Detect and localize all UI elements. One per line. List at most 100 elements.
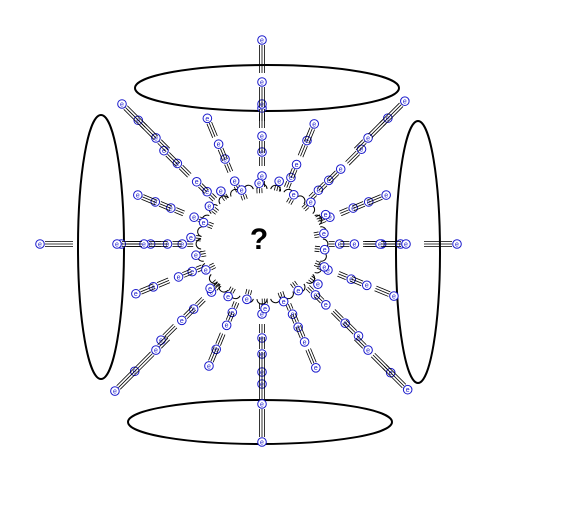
electron-label: e: [113, 388, 117, 395]
electron-ring: [311, 362, 321, 373]
blob-scallop: [195, 238, 202, 250]
motion-trail: [309, 285, 314, 290]
electron-icon: e: [313, 228, 329, 239]
electron-label: e: [291, 312, 295, 319]
motion-trail: [310, 348, 317, 363]
motion-trail: [125, 107, 146, 128]
electron-icon: e: [313, 260, 330, 272]
electron-icon: e: [379, 96, 410, 127]
motion-trail: [174, 211, 183, 217]
motion-trail: [176, 207, 185, 212]
electron-icon: e: [254, 178, 264, 194]
blob-scallop: [218, 195, 229, 205]
motion-trail: [311, 275, 316, 280]
electron-ring: [202, 113, 213, 124]
motion-trail: [320, 221, 327, 225]
electron-ring: [319, 262, 330, 272]
electron-icon: e: [189, 212, 206, 225]
electron-label: e: [207, 204, 211, 211]
motion-trail: [330, 174, 340, 184]
electron-label: e: [38, 241, 42, 248]
electron-icon: e: [112, 239, 142, 249]
electron-ring: [213, 139, 224, 150]
electron-ring: [227, 307, 238, 318]
motion-trail: [375, 288, 390, 295]
motion-trail: [285, 304, 289, 311]
electron-icon: e: [353, 335, 373, 355]
motion-trail: [294, 313, 299, 322]
motion-trail: [139, 355, 155, 370]
electron-ring: [278, 296, 289, 307]
electron-label: e: [205, 189, 209, 196]
motion-trail: [284, 180, 288, 187]
motion-trail: [382, 367, 403, 389]
electron-icon: e: [374, 285, 399, 301]
electron-ring: [361, 280, 372, 291]
electron-label: e: [226, 294, 230, 301]
electron-icon: e: [131, 283, 156, 299]
electron-icon: e: [277, 291, 289, 307]
electron-label: e: [136, 192, 140, 199]
electron-ring: [177, 315, 187, 326]
motion-trail: [355, 141, 365, 151]
electron-label: e: [316, 188, 320, 195]
motion-trail: [308, 129, 316, 144]
electron-icon: e: [285, 302, 298, 320]
electron-label: e: [404, 241, 408, 248]
motion-trail: [220, 334, 226, 346]
electron-ring: [286, 172, 296, 183]
motion-trail: [230, 313, 235, 322]
motion-trail: [355, 337, 365, 347]
electron-ring: [293, 285, 304, 296]
electron-ring: [254, 178, 264, 189]
electron-label: e: [120, 101, 124, 108]
motion-trail: [156, 277, 169, 284]
electron-label: e: [324, 302, 328, 309]
electron-label: e: [208, 286, 212, 293]
electron-label: e: [367, 199, 371, 206]
electron-icon: e: [35, 239, 73, 249]
motion-trail: [351, 201, 364, 207]
motion-trail: [159, 203, 172, 209]
motion-trail: [290, 200, 294, 205]
electron-label: e: [204, 267, 208, 274]
motion-trail: [214, 284, 220, 289]
motion-trail: [313, 296, 321, 304]
electron-label: e: [260, 439, 264, 446]
electron-ring: [274, 176, 284, 187]
motion-trail: [166, 327, 178, 339]
motion-trail: [384, 366, 405, 387]
electron-ring: [335, 164, 346, 174]
motion-trail: [228, 312, 233, 321]
motion-trail: [294, 280, 298, 286]
electron-label: e: [166, 241, 170, 248]
electron-icon: e: [286, 189, 299, 205]
motion-trail: [211, 267, 217, 271]
electron-icon: e: [159, 145, 181, 167]
blob-scallop: [306, 274, 316, 284]
motion-trail: [199, 185, 207, 192]
motion-trail: [353, 339, 364, 349]
electron-icon: e: [204, 201, 220, 215]
electron-ring: [363, 345, 373, 355]
motion-trail: [198, 186, 206, 194]
motion-trail: [366, 194, 381, 201]
motion-trail: [208, 224, 214, 227]
electron-ring: [191, 176, 202, 187]
motion-trail: [290, 283, 294, 289]
motion-trail: [348, 154, 361, 166]
electron-label: e: [292, 192, 296, 199]
electron-icon: e: [156, 323, 178, 345]
motion-trail: [307, 349, 315, 364]
motion-trail: [200, 250, 206, 253]
motion-trail: [210, 264, 215, 268]
motion-trail: [142, 196, 157, 204]
motion-trail: [141, 198, 156, 206]
electron-icon: e: [313, 292, 331, 310]
electron-icon: e: [257, 409, 267, 447]
motion-trail: [139, 283, 154, 290]
electron-icon: e: [173, 268, 193, 282]
motion-trail: [287, 303, 291, 310]
motion-trail: [228, 162, 234, 172]
electron-label: e: [263, 306, 267, 313]
